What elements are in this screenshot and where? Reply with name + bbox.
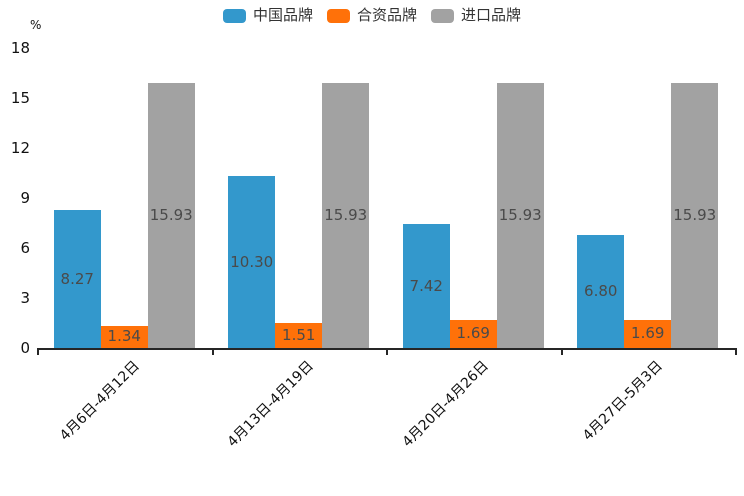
y-tick-label: 6: [20, 239, 30, 257]
legend-swatch-china-brand: [222, 8, 246, 23]
y-tick-label: 12: [10, 139, 30, 157]
x-axis-tick: [37, 348, 39, 355]
legend-label-joint-venture-brand: 合资品牌: [356, 6, 417, 24]
legend-item-china-brand[interactable]: 中国品牌: [222, 6, 313, 24]
bar-value-label: 15.93: [324, 205, 368, 224]
joint-venture-brand-bar: 1.69: [624, 319, 672, 348]
x-axis-tick: [560, 348, 563, 355]
x-axis-label: 4月13日-4月19日: [224, 358, 318, 451]
bar-value-label: 1.69: [456, 324, 490, 343]
y-tick-label: 15: [10, 89, 30, 107]
bar-value-label: 15.93: [673, 205, 717, 224]
x-axis-label: 4月6日-4月12日: [56, 358, 143, 444]
bar-value-label: 6.80: [584, 281, 618, 300]
y-tick-label: 9: [20, 189, 30, 207]
bar-value-label: 1.34: [107, 327, 141, 346]
joint-venture-brand-bar: 1.34: [100, 325, 148, 348]
x-axis-label: 4月20日-4月26日: [399, 358, 492, 451]
legend-label-china-brand: 中国品牌: [252, 6, 313, 24]
joint-venture-brand-bar: 1.51: [275, 322, 323, 348]
y-axis-unit-label: %: [30, 18, 42, 32]
china-brand-bar: 10.30: [228, 176, 276, 348]
y-tick-label: 0: [20, 339, 30, 357]
legend-swatch-joint-venture-brand: [326, 8, 350, 23]
bar-value-label: 8.27: [60, 269, 94, 288]
x-axis-tick: [735, 348, 737, 355]
legend-label-imported-brand: 进口品牌: [461, 6, 522, 24]
imported-brand-bar: 15.93: [496, 82, 544, 348]
bar-value-label: 15.93: [498, 205, 542, 224]
imported-brand-bar: 15.93: [322, 82, 370, 348]
joint-venture-brand-bar: 1.69: [449, 319, 497, 348]
x-axis-tick: [211, 348, 214, 355]
legend-swatch-imported-brand: [431, 8, 454, 23]
china-brand-bar: 7.42: [402, 224, 450, 348]
y-tick-label: 18: [10, 39, 30, 57]
x-axis-tick: [386, 348, 388, 355]
legend-item-joint-venture-brand[interactable]: 合资品牌: [326, 6, 417, 24]
legend-item-imported-brand[interactable]: 进口品牌: [431, 8, 521, 23]
bar-value-label: 1.69: [631, 324, 665, 343]
bar-value-label: 15.93: [149, 205, 193, 224]
y-tick-label: 3: [20, 289, 30, 307]
bar-value-label: 1.51: [282, 325, 316, 344]
bar-value-label: 10.30: [230, 252, 274, 271]
x-axis-label: 4月27日-5月3日: [580, 358, 667, 444]
imported-brand-bar: 15.93: [671, 82, 719, 348]
legend: 中国品牌 合资品牌 进口品牌: [0, 8, 744, 23]
bar-value-label: 7.42: [409, 276, 443, 295]
china-brand-bar: 6.80: [577, 234, 625, 348]
imported-brand-bar: 15.93: [147, 82, 195, 348]
china-brand-bar: 8.27: [53, 210, 101, 348]
